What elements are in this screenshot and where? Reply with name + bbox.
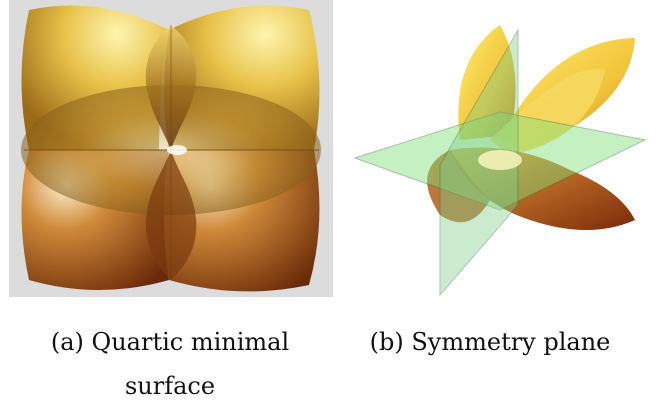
center-highlight (167, 145, 187, 155)
caption-b-label: (b) (369, 328, 404, 356)
caption-b: (b) Symmetry plane (350, 320, 630, 364)
petal-top-left (458, 25, 516, 140)
caption-a-label: (a) (50, 328, 84, 356)
figure-b-symmetry-plane (350, 0, 650, 297)
petal-lower-left (427, 150, 490, 223)
figure-a-quartic-surface (9, 0, 333, 297)
caption-b-text: Symmetry plane (411, 328, 611, 356)
caption-b-line1: (b) Symmetry plane (350, 320, 630, 364)
core-highlight (478, 150, 522, 170)
symmetry-plane-render (353, 25, 647, 297)
caption-a: (a) Quartic minimal surface (20, 320, 320, 408)
caption-a-line1: (a) Quartic minimal (20, 320, 320, 364)
petal-right (490, 68, 605, 155)
caption-a-text: Quartic minimal (91, 328, 290, 356)
caption-a-line2: surface (124, 372, 216, 400)
quartic-surface-render (9, 0, 333, 297)
